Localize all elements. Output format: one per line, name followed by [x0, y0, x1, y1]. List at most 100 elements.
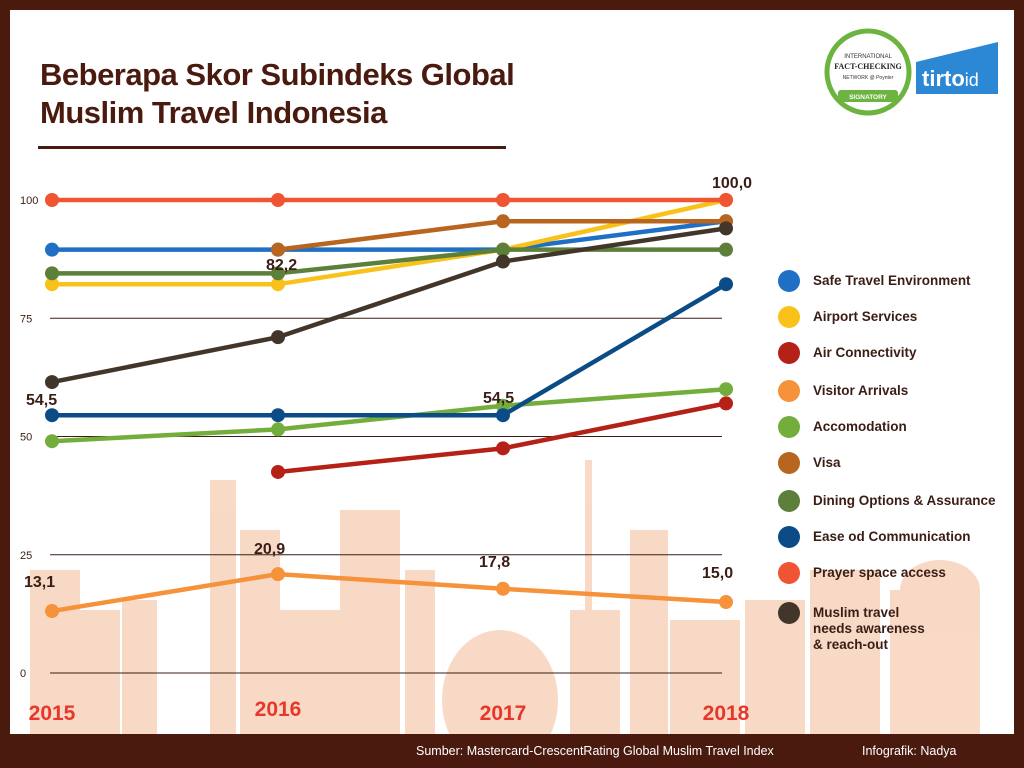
point-visitor-arrivals-2018 [719, 595, 733, 610]
legend-swatch [778, 490, 800, 512]
series-prayer-space-access [45, 193, 733, 207]
point-ease-od-communication-2015 [45, 408, 59, 423]
point-visitor-arrivals-2015 [45, 604, 59, 619]
point-accomodation-2016 [271, 422, 285, 437]
point-air-connectivity-2017 [496, 441, 510, 456]
legend-label: Airport Services [813, 309, 918, 324]
legend-swatch [778, 562, 800, 584]
y-tick-0: 0 [20, 668, 26, 680]
series-line-muslim-travel-needs-awareness-reach-out [51, 226, 727, 385]
legend-swatch [778, 380, 800, 402]
data-label-2015-4: 13,1 [24, 574, 55, 591]
annotation-layer: 100,0 82,2 54,5 54,5 13,1 20,9 17,8 15,0 [24, 175, 752, 591]
series-air-connectivity [271, 396, 733, 479]
point-prayer-space-access-2015 [45, 193, 59, 207]
legend-label: Prayer space access [813, 565, 946, 580]
point-airport-services-2016 [271, 277, 285, 292]
data-label-2015-2: 54,5 [26, 392, 57, 409]
badge-line2: FACT-CHECKING [834, 62, 902, 71]
point-prayer-space-access-2016 [271, 193, 285, 207]
legend-item-safe-travel-environment: Safe Travel Environment [778, 270, 1003, 292]
legend-swatch [778, 270, 800, 292]
legend-label: Muslim travel needs awareness & reach-ou… [813, 605, 925, 652]
point-muslim-travel-needs-awareness-reach-out-2015 [45, 375, 59, 390]
legend-swatch [778, 342, 800, 364]
series-line-safe-travel-environment [52, 219, 727, 252]
point-visa-2016 [271, 242, 285, 257]
data-label-2018-0: 100,0 [712, 175, 752, 192]
y-tick-25: 25 [20, 550, 32, 562]
data-label-2017-6: 17,8 [479, 554, 510, 571]
badge-line4: SIGNATORY [849, 94, 887, 101]
legend-item-prayer-space-access: Prayer space access [778, 562, 1003, 584]
data-label-2018-7: 15,0 [702, 565, 733, 582]
series-line-accomodation [51, 386, 727, 444]
brand-name: tirto [922, 66, 965, 91]
city-silhouette [30, 460, 980, 734]
series-dining-options-assurance [45, 242, 733, 281]
credit-text: Infografik: Nadya [862, 744, 957, 758]
legend-item-ease-od-communication: Ease od Communication [778, 526, 1003, 548]
y-tick-75: 75 [20, 313, 32, 325]
legend-item-accomodation: Accomodation [778, 416, 1003, 438]
footer: Sumber: Mastercard-CrescentRating Global… [0, 734, 1024, 768]
y-tick-100: 100 [20, 195, 38, 207]
series-visitor-arrivals [45, 567, 733, 619]
point-dining-options-assurance-2017 [496, 242, 510, 257]
data-label-2016-1: 82,2 [266, 257, 297, 274]
legend-label: Safe Travel Environment [813, 273, 971, 288]
series-line-ease-od-communication [52, 282, 728, 418]
series-muslim-travel-needs-awareness-reach-out [45, 221, 733, 390]
point-airport-services-2015 [45, 277, 59, 292]
point-dining-options-assurance-2015 [45, 266, 59, 281]
series-visa [271, 214, 733, 257]
series-line-dining-options-assurance [52, 247, 726, 276]
legend-item-muslim-travel-needs-awareness-reach-out: Muslim travel needs awareness & reach-ou… [778, 602, 933, 653]
x-tick-2015: 2015 [29, 702, 76, 725]
point-muslim-travel-needs-awareness-reach-out-2018 [719, 221, 733, 236]
point-air-connectivity-2016 [271, 464, 285, 479]
point-visitor-arrivals-2017 [496, 581, 510, 596]
svg-text:tirtoid: tirtoid [922, 66, 979, 91]
data-label-2016-5: 20,9 [254, 541, 285, 558]
series-line-visitor-arrivals [51, 571, 727, 614]
legend-label: Air Connectivity [813, 345, 917, 360]
legend-item-visitor-arrivals: Visitor Arrivals [778, 380, 1003, 402]
legend-label: Visitor Arrivals [813, 383, 909, 398]
legend-item-visa: Visa [778, 452, 1003, 474]
point-ease-od-communication-2017 [496, 408, 510, 423]
y-tick-50: 50 [20, 432, 32, 444]
x-tick-2016: 2016 [255, 698, 302, 721]
point-muslim-travel-needs-awareness-reach-out-2017 [496, 254, 510, 269]
legend-swatch [778, 306, 800, 328]
infographic-frame: 0 25 50 75 100 100,0 82,2 54,5 54,5 13,1 20,9 17,8… [10, 10, 1014, 734]
legend-swatch [778, 452, 800, 474]
legend-label: Ease od Communication [813, 529, 971, 544]
point-visa-2017 [496, 214, 510, 229]
point-visitor-arrivals-2016 [271, 567, 285, 582]
x-tick-2017: 2017 [480, 702, 527, 725]
legend-label: Accomodation [813, 419, 907, 434]
series-layer [45, 193, 733, 619]
point-accomodation-2018 [719, 382, 733, 397]
source-text: Sumber: Mastercard-CrescentRating Global… [416, 744, 774, 758]
chart: 0 25 50 75 100 100,0 82,2 54,5 54,5 13,1 20,9 17,8… [20, 175, 980, 734]
page-title: Beberapa Skor Subindeks Global Muslim Tr… [40, 57, 515, 130]
tirto-logo: tirtoid [916, 42, 998, 94]
point-muslim-travel-needs-awareness-reach-out-2016 [271, 330, 285, 345]
legend-label: Dining Options & Assurance [813, 493, 996, 508]
legend-swatch [778, 416, 800, 438]
legend-item-airport-services: Airport Services [778, 306, 1003, 328]
legend-item-dining-options-assurance: Dining Options & Assurance [778, 490, 1003, 512]
legend-item-air-connectivity: Air Connectivity [778, 342, 1003, 364]
legend-label: Visa [813, 455, 841, 470]
series-ease-od-communication [45, 277, 733, 423]
title-underline [38, 146, 506, 149]
data-label-2017-3: 54,5 [483, 390, 514, 407]
point-dining-options-assurance-2018 [719, 242, 733, 257]
point-prayer-space-access-2017 [496, 193, 510, 207]
ifcn-badge: INTERNATIONAL FACT-CHECKING NETWORK @ Po… [824, 28, 912, 116]
x-tick-labels: 2015 2016 2017 2018 [29, 698, 750, 725]
y-tick-labels: 0 25 50 75 100 [20, 195, 38, 680]
point-safe-travel-environment-2015 [45, 242, 59, 257]
